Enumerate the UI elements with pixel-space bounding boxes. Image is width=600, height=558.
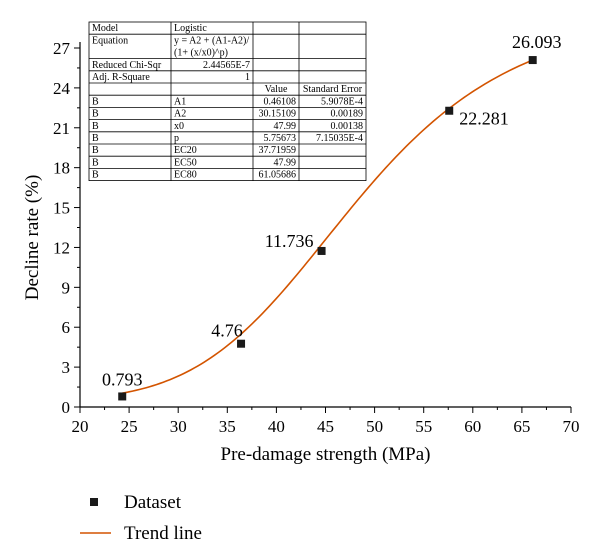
- legend-trend-label: Trend line: [124, 523, 202, 544]
- x-axis-title: Pre-damage strength (MPa): [221, 444, 431, 465]
- fit-table-cell: 47.99: [274, 121, 297, 132]
- fit-table-border: [88, 21, 367, 182]
- fit-table-cell: B: [92, 96, 99, 107]
- fit-table-cell: 5.75673: [264, 133, 297, 144]
- fit-table-cell: B: [92, 133, 99, 144]
- data-label: 26.093: [512, 32, 562, 52]
- fit-table-cell: x0: [174, 121, 184, 132]
- x-tick-label: 20: [72, 417, 89, 436]
- y-tick-label: 27: [53, 39, 71, 58]
- y-tick-label: 18: [53, 159, 70, 178]
- fit-table-cell: Standard Error: [303, 84, 363, 95]
- fit-table-cell: 0.00189: [331, 109, 364, 120]
- data-point: [445, 106, 454, 115]
- x-tick-label: 70: [563, 417, 580, 436]
- fit-table-cell: 0.46108: [264, 96, 297, 107]
- y-tick-label: 3: [62, 358, 71, 377]
- fit-table: Model Logistic Equation y = A2 + (A1-A2)/ (1…: [88, 21, 367, 182]
- y-tick-label: 12: [53, 238, 70, 257]
- fit-table-cell: B: [92, 157, 99, 168]
- fit-table-cell: B: [92, 121, 99, 132]
- y-axis-title: Decline rate (%): [22, 175, 43, 301]
- y-tick-label: 15: [53, 199, 70, 218]
- fit-table-cell: 47.99: [274, 157, 297, 168]
- data-points: 0.793 4.76 11.736 22.281 26.093: [102, 32, 562, 401]
- data-point: [118, 392, 127, 401]
- legend-dataset-marker: [90, 498, 98, 506]
- fit-table-cell: A2: [174, 109, 186, 120]
- x-tick-label: 45: [317, 417, 334, 436]
- x-tick-label: 60: [464, 417, 481, 436]
- x-tick-label: 55: [415, 417, 432, 436]
- data-point: [528, 56, 537, 65]
- fit-table-cell: 1: [245, 72, 250, 83]
- y-tick-label: 24: [53, 79, 71, 98]
- y-tick-label: 9: [62, 278, 71, 297]
- trend-line-layer: [122, 59, 534, 394]
- fit-table-cell: EC50: [174, 157, 197, 168]
- fit-table-cell: 37.71959: [259, 145, 297, 156]
- fit-table-cell: 61.05686: [259, 170, 297, 181]
- x-tick-label: 25: [121, 417, 138, 436]
- x-tick-label: 35: [219, 417, 236, 436]
- axes: 20 25 30 35 40 45 50 55 60 65 70 0 3 6 9 12 15 18 21 24 27 Pr…: [22, 39, 580, 465]
- fit-table-cell: EC20: [174, 145, 197, 156]
- fit-table-cell: 5.9078E-4: [321, 96, 363, 107]
- x-tick-label: 30: [170, 417, 187, 436]
- y-tick-label: 6: [62, 318, 71, 337]
- legend: Dataset Trend line: [80, 492, 202, 544]
- fit-table-cell: p: [174, 133, 179, 144]
- fit-table-cell: 2.44565E-7: [203, 60, 250, 71]
- fit-table-cell: EC80: [174, 170, 197, 181]
- data-label: 0.793: [102, 369, 143, 389]
- fit-table-cell: Adj. R-Square: [92, 72, 150, 83]
- fit-table-cell: Logistic: [174, 23, 207, 34]
- x-tick-label: 50: [366, 417, 383, 436]
- fit-table-cell: y = A2 + (A1-A2)/: [174, 35, 249, 46]
- fit-table-cell: B: [92, 109, 99, 120]
- data-label: 4.76: [211, 321, 243, 341]
- fit-table-cell: 0.00138: [331, 121, 364, 132]
- y-tick-label: 21: [53, 119, 70, 138]
- fit-table-cell: B: [92, 145, 99, 156]
- x-tick-label: 65: [513, 417, 530, 436]
- fit-table-cell: (1+ (x/x0)^p): [174, 48, 228, 59]
- data-label: 22.281: [459, 109, 509, 129]
- legend-dataset-label: Dataset: [124, 492, 182, 513]
- fit-table-cell: Model: [92, 23, 118, 34]
- fit-table-cell: Value: [265, 84, 288, 95]
- data-point: [317, 246, 326, 255]
- fit-table-cell: 7.15035E-4: [316, 133, 363, 144]
- fit-table-cell: Reduced Chi-Sqr: [92, 60, 162, 71]
- trend-line: [122, 59, 534, 394]
- data-point: [237, 339, 246, 348]
- y-tick-label: 0: [62, 398, 71, 417]
- x-tick-label: 40: [268, 417, 285, 436]
- fit-table-cell: Equation: [92, 35, 128, 46]
- fit-table-cell: B: [92, 170, 99, 181]
- fit-table-cell: A1: [174, 96, 186, 107]
- data-label: 11.736: [265, 231, 314, 251]
- fit-table-cell: 30.15109: [259, 109, 297, 120]
